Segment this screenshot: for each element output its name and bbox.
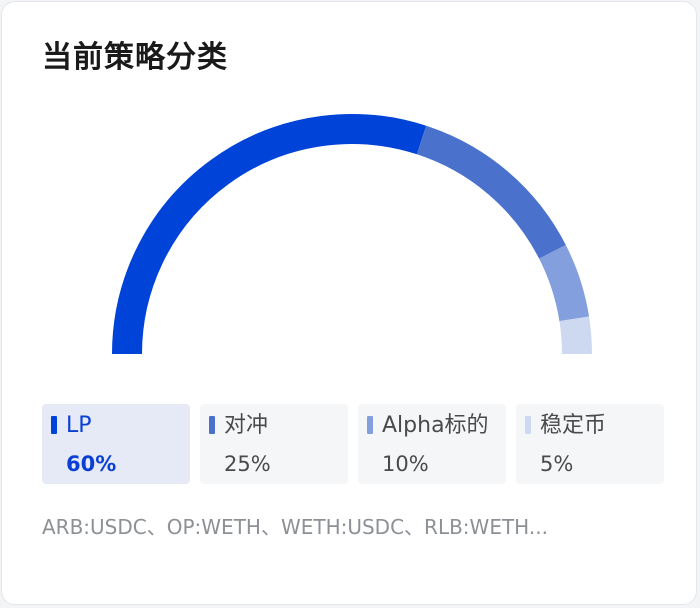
arc-segment-alpha[interactable] <box>538 245 590 322</box>
legend-label-stablecoin: 稳定币 <box>540 413 607 438</box>
arc-segment-lp[interactable] <box>112 114 427 355</box>
legend-item-hedge[interactable]: 对冲 25% <box>200 404 348 484</box>
legend-value-alpha: 10% <box>382 452 429 476</box>
legend-item-stablecoin[interactable]: 稳定币 5% <box>516 404 664 484</box>
legend-value-hedge: 25% <box>224 452 271 476</box>
legend-value-stablecoin: 5% <box>540 452 574 476</box>
arc-segment-stablecoin[interactable] <box>559 316 592 355</box>
legend-value-lp: 60% <box>66 452 117 476</box>
strategy-assets-text: ARB:USDC、OP:WETH、WETH:USDC、RLB:WETH... <box>42 515 548 539</box>
card-title: 当前策略分类 <box>42 40 228 75</box>
legend-item-lp[interactable]: LP 60% <box>42 404 190 484</box>
legend-label-alpha: Alpha标的 <box>382 413 489 438</box>
legend-swatch-hedge <box>209 416 215 434</box>
legend-swatch-alpha <box>367 416 373 434</box>
legend-item-alpha[interactable]: Alpha标的 10% <box>358 404 506 484</box>
legend-label-hedge: 对冲 <box>224 413 269 438</box>
semicircle-donut-chart <box>112 114 592 355</box>
legend-swatch-lp <box>51 416 57 434</box>
chart-legend: LP 60% 对冲 25% Alpha标的 10% 稳定币 5% <box>42 404 664 484</box>
legend-label-lp: LP <box>66 413 92 438</box>
arc-segment-hedge[interactable] <box>416 125 566 259</box>
legend-swatch-stablecoin <box>525 416 531 434</box>
